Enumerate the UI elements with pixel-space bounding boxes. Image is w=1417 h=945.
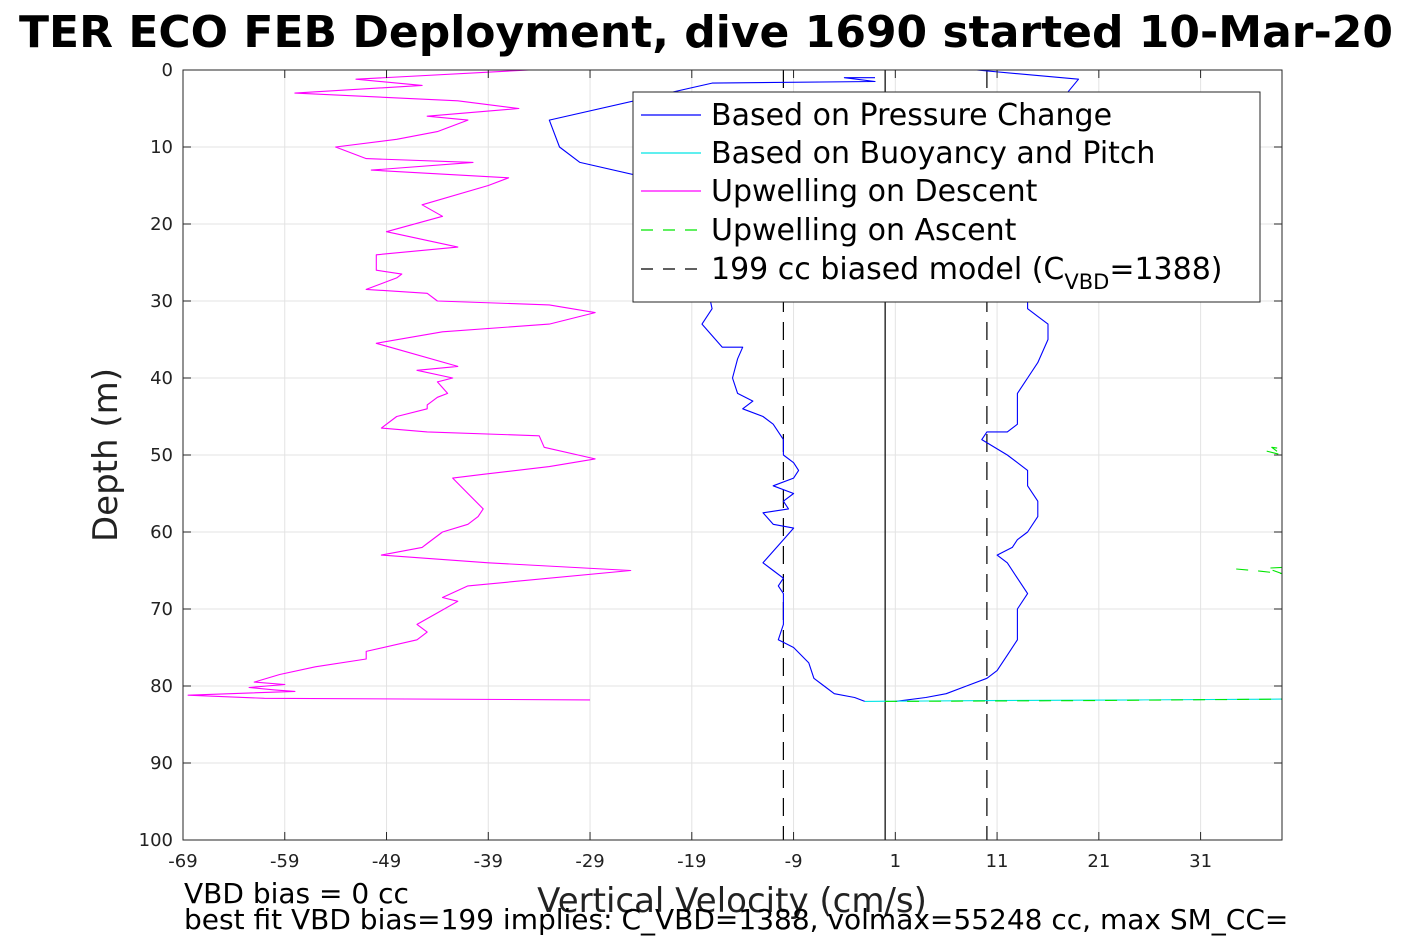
y-tick-label: 40 [150,368,173,389]
x-tick-label: -39 [474,851,503,872]
series-ascent_65 [1236,566,1283,575]
x-tick-label: 11 [986,851,1009,872]
legend-label-descent: Upwelling on Descent [711,174,1038,209]
legend-label-model-main: 199 cc biased model (C [711,252,1064,287]
x-tick-label: 1 [890,851,901,872]
x-tick-label: -59 [270,851,299,872]
y-tick-label: 0 [162,60,173,81]
legend-label-ascent: Upwelling on Ascent [711,213,1017,248]
chart-title: TER ECO FEB Deployment, dive 1690 starte… [19,7,1393,58]
x-tick-label: -49 [372,851,401,872]
x-tick-label: -19 [677,851,706,872]
y-tick-label: 10 [150,137,173,158]
legend-label-model: 199 cc biased model (CVBD=1388) [711,252,1223,294]
legend-label-model-sub: VBD [1064,270,1109,294]
footer-vbd-bias: VBD bias = 0 cc [184,877,409,910]
y-axis-label: Depth (m) [86,368,126,542]
legend-label-buoyancy: Based on Buoyancy and Pitch [711,136,1155,171]
x-tick-label: -69 [168,851,197,872]
y-tick-label: 20 [150,214,173,235]
y-tick-label: 100 [139,830,173,851]
series-descent [187,69,632,701]
series-ascent_bottom [885,698,1283,702]
footer-best-fit: best fit VBD bias=199 implies: C_VBD=138… [184,903,1288,936]
y-tick-label: 60 [150,522,173,543]
legend-box [632,91,1261,303]
x-tick-label: -29 [575,851,604,872]
y-tick-label: 70 [150,599,173,620]
x-tick-label: -9 [785,851,803,872]
y-ticks: 0 10 20 30 40 50 60 70 80 90 100 [139,60,1282,851]
x-tick-label: 31 [1189,851,1212,872]
y-tick-label: 90 [150,753,173,774]
y-tick-label: 50 [150,445,173,466]
legend-label-pressure: Based on Pressure Change [711,98,1112,133]
y-tick-label: 80 [150,676,173,697]
x-tick-label: 21 [1087,851,1110,872]
y-tick-label: 30 [150,291,173,312]
legend: Based on Pressure Change Based on Buoyan… [632,91,1261,303]
series-pressure_ascent [895,69,1080,702]
series-ascent_50 [1266,446,1283,456]
legend-label-model-tail: =1388) [1109,252,1222,287]
x-ticks: -69 -59 -49 -39 -29 -19 -9 1 11 21 31 [168,70,1212,872]
x-axis-label: Vertical Velocity (cm/s) [537,881,927,921]
